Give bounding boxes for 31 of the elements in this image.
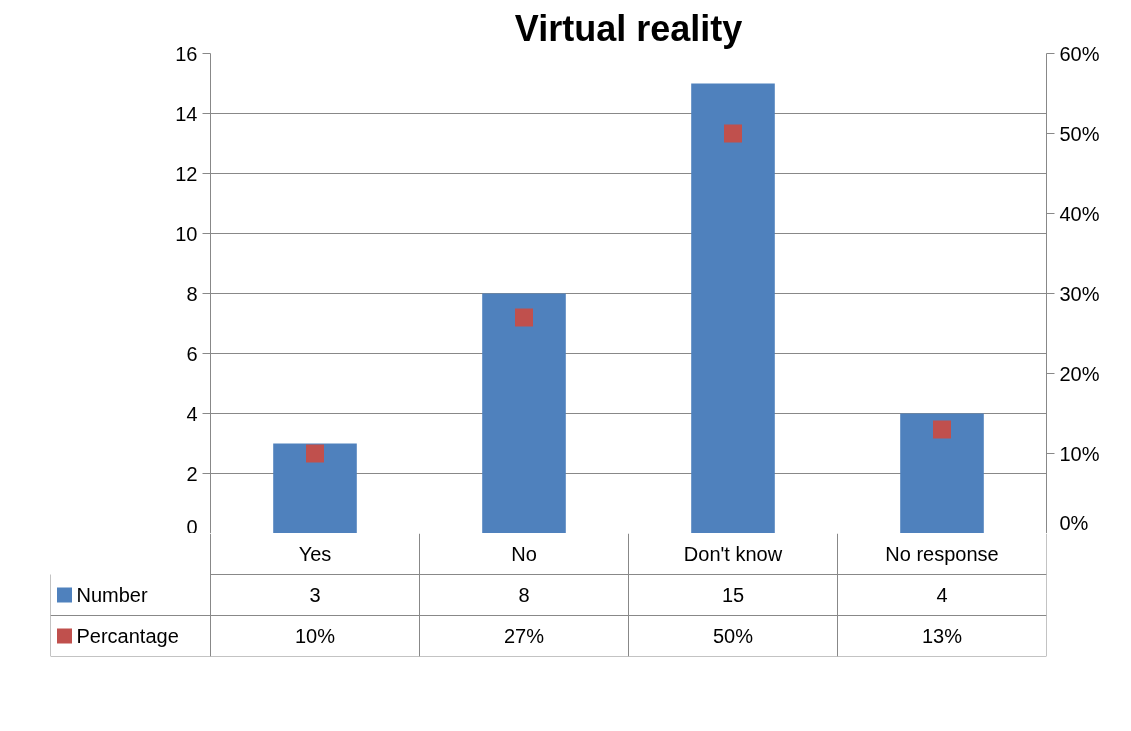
data-label: 8 [518, 584, 530, 606]
y-tick-label: 6 [186, 342, 198, 365]
x-tick-label: Don't know [683, 543, 783, 565]
y-tick-label: 4 [186, 402, 198, 425]
y2-tick-label: 20% [1059, 362, 1100, 385]
chart-title: Virtual reality [514, 7, 743, 49]
data-label: 3 [309, 584, 321, 606]
y2-tick-label: 10% [1059, 442, 1100, 465]
x-tick-label: No [511, 543, 537, 565]
data-label: 10% [294, 625, 336, 647]
legend-label: Percantage [76, 625, 179, 647]
y-tick-label: 0 [186, 515, 198, 538]
y2-tick-label: 40% [1059, 202, 1100, 225]
data-label: 13% [921, 625, 963, 647]
x-tick-label: No response [885, 543, 999, 565]
y-tick-label: 12 [175, 162, 198, 185]
data-label: 50% [712, 625, 754, 647]
y-tick-label: 8 [186, 282, 198, 305]
data-label: 4 [936, 584, 948, 606]
x-tick-label: Yes [298, 543, 332, 565]
y2-tick-label: 0% [1059, 511, 1089, 534]
y2-tick-label: 50% [1059, 122, 1100, 145]
y-tick-label: 14 [175, 102, 198, 125]
y2-tick-label: 30% [1059, 282, 1100, 305]
y2-tick-label: 60% [1059, 42, 1100, 65]
y-tick-label: 2 [186, 462, 198, 485]
y-tick-label: 16 [175, 42, 198, 65]
data-label: 27% [503, 625, 545, 647]
y-tick-label: 10 [175, 222, 198, 245]
data-label: 15 [721, 584, 745, 606]
legend-label: Number [76, 584, 148, 606]
